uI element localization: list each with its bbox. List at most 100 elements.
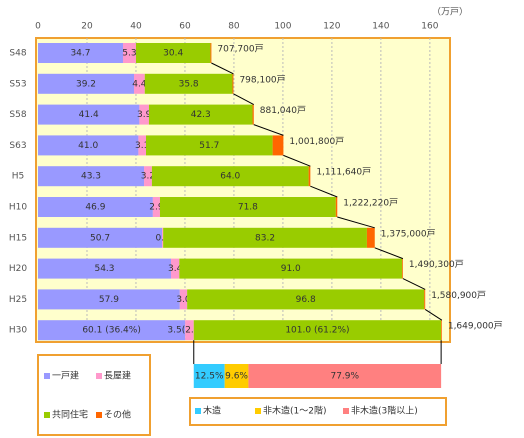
bar-segment (138, 135, 147, 156)
bar-segment (135, 43, 211, 63)
value-label: 0.4 (155, 233, 170, 243)
bar-segment (179, 258, 403, 279)
legend-label: その他 (104, 409, 131, 421)
x-tick-label: 100 (274, 22, 291, 32)
bar-segment (193, 364, 225, 388)
value-label: 3.0 (176, 295, 191, 305)
value-label: 71.8 (238, 203, 258, 213)
y-tick-label: S63 (9, 141, 26, 151)
bar-segment (252, 104, 254, 125)
legend-box (37, 354, 151, 436)
bar-segment (248, 364, 442, 388)
legend-swatch (96, 412, 102, 418)
bar-segment (366, 227, 375, 248)
legend-swatch (44, 412, 50, 418)
legend-swatch (44, 373, 50, 379)
value-label: 30.4 (163, 49, 183, 59)
bar-segment (441, 320, 442, 341)
value-label: 9.6% (225, 372, 248, 382)
connector (337, 216, 375, 229)
value-label: 3.1 (135, 141, 149, 151)
bar-segment (308, 166, 311, 187)
legend-swatch (195, 408, 201, 414)
bar-segment (139, 104, 149, 125)
value-label: 77.9% (330, 372, 359, 382)
x-tick-label: 120 (323, 22, 340, 32)
legend-label: 非木造(1～2階) (263, 405, 326, 417)
connector (253, 124, 284, 136)
bar-segment (38, 258, 171, 279)
legend-label: 共同住宅 (52, 409, 88, 421)
bar-segment (232, 73, 234, 94)
bar-segment (38, 227, 163, 248)
total-label: 881,040戸 (260, 105, 306, 116)
value-label: 41.4 (79, 110, 99, 120)
total-label: 707,700戸 (217, 44, 263, 55)
value-label: 83.2 (255, 233, 275, 243)
value-label: 57.9 (99, 295, 119, 305)
total-label: 1,375,000戸 (381, 228, 436, 239)
total-label: 1,222,220戸 (343, 198, 398, 209)
legend-swatch (255, 408, 261, 414)
bar-segment (122, 43, 136, 63)
value-label: 50.7 (90, 233, 110, 243)
value-label: 96.8 (296, 295, 316, 305)
y-tick-label: H15 (9, 233, 27, 243)
value-label: 39.2 (76, 79, 96, 89)
y-tick-label: H10 (9, 203, 27, 213)
bar-segment (162, 227, 164, 248)
value-label: 54.3 (94, 264, 114, 274)
bar-segment (210, 43, 212, 63)
x-tick-label: 40 (130, 22, 142, 32)
connector (211, 62, 234, 75)
value-label: 3.4 (168, 264, 183, 274)
y-tick-label: H30 (9, 326, 27, 336)
bar-segment (187, 289, 425, 310)
total-label: 1,490,300戸 (409, 259, 464, 270)
bar-segment (151, 166, 309, 187)
x-tick-label: 20 (81, 22, 93, 32)
value-label: 46.9 (85, 203, 105, 213)
value-label: 41.0 (78, 141, 98, 151)
legend-label: 木造 (203, 405, 221, 417)
total-label: 798,100戸 (239, 74, 285, 85)
value-label: 101.0 (61.2%) (285, 326, 349, 336)
value-label: 91.0 (281, 264, 301, 274)
total-label: 1,580,900戸 (431, 290, 486, 301)
unit-label: （万戸） (432, 7, 468, 18)
connector (310, 185, 338, 198)
bar-segment (144, 73, 233, 94)
bar-segment (38, 166, 145, 187)
y-tick-label: H20 (9, 264, 27, 274)
bar-segment (163, 227, 367, 248)
bar-segment (38, 289, 180, 310)
y-tick-label: H5 (12, 172, 25, 182)
x-tick-label: 0 (35, 22, 41, 32)
value-label: 64.0 (220, 172, 240, 182)
connector (402, 278, 426, 290)
legend-box (189, 397, 447, 426)
y-tick-label: S53 (9, 79, 26, 89)
value-label: 43.3 (81, 172, 101, 182)
bar-segment (146, 135, 273, 156)
x-tick-label: 140 (372, 22, 389, 32)
bar-segment (185, 320, 194, 341)
value-label: 42.3 (191, 110, 211, 120)
legend-label: 非木造(3階以上) (351, 405, 418, 417)
bar-segment (272, 135, 284, 156)
value-label: 51.7 (199, 141, 219, 151)
x-tick-label: 60 (179, 22, 191, 32)
connector (424, 308, 443, 321)
bar-segment (224, 364, 249, 388)
legend-label: 一戸建 (52, 370, 79, 382)
total-label: 1,001,800戸 (289, 136, 344, 147)
bar-segment (152, 197, 160, 217)
value-label: 3.5(2.1%) (167, 326, 211, 336)
value-label: 35.8 (179, 79, 199, 89)
bar-segment (159, 197, 336, 217)
bar-segment (148, 104, 253, 125)
x-tick-label: 160 (421, 22, 438, 32)
bar-segment (38, 43, 123, 63)
bar-segment (38, 320, 186, 341)
